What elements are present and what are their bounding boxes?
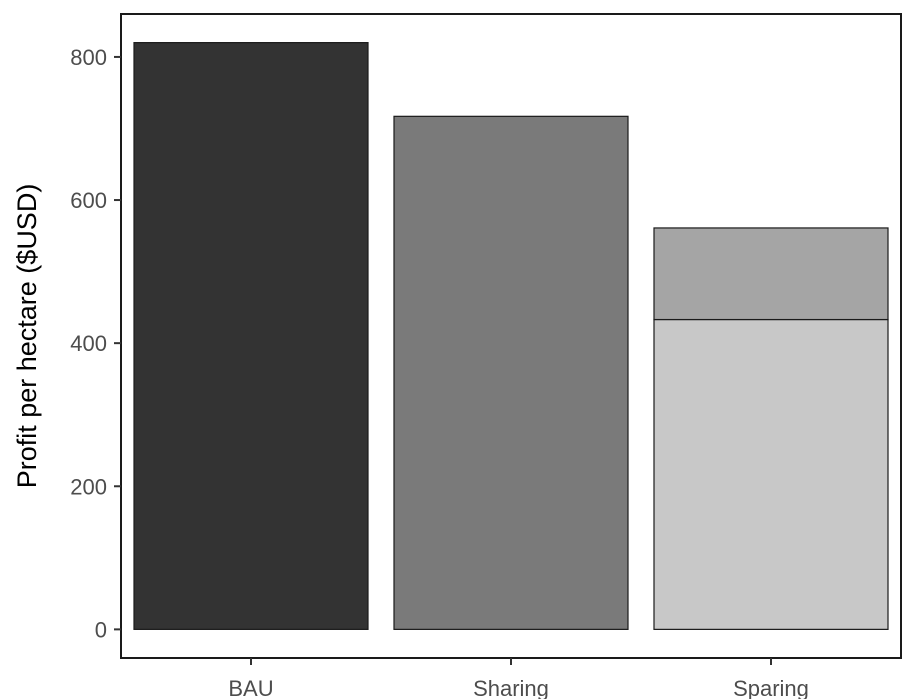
x-axis: BAU Sharing Sparing [228,658,809,699]
bar-sharing-segment-0 [393,115,629,630]
x-tick-label-sharing: Sharing [473,676,549,699]
y-tick-label: 400 [70,331,107,356]
x-tick-label-sparing: Sparing [733,676,809,699]
bar-sparing-segment-0 [653,318,889,630]
y-axis-title: Profit per hectare ($USD) [12,184,42,489]
bar-sparing-segment-1 [653,227,889,321]
y-tick-label: 600 [70,188,107,213]
bar-bau-segment-0 [133,42,369,630]
y-axis: 0 200 400 600 800 [70,45,121,642]
y-tick-label: 800 [70,45,107,70]
y-tick-label: 200 [70,474,107,499]
y-tick-label: 0 [95,617,107,642]
x-tick-label-bau: BAU [228,676,273,699]
bars-layer [133,42,889,630]
